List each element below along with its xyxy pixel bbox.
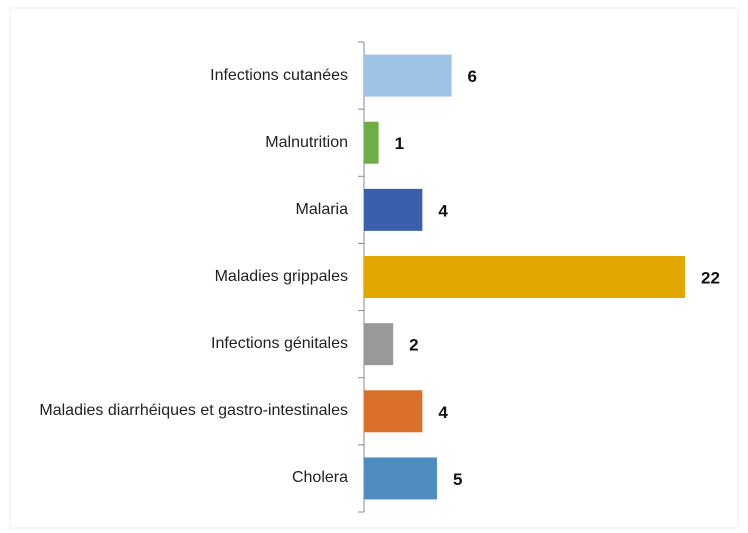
data-label: 22 (701, 268, 720, 287)
y-tick-label-box: Infections génitales (8, 314, 348, 374)
y-tick-label: Infections génitales (211, 335, 348, 353)
y-tick-label-box: Malnutrition (8, 113, 348, 173)
y-tick-label-box: Maladies grippales (8, 247, 348, 307)
bar (364, 54, 452, 97)
data-label: 2 (409, 336, 418, 355)
chart-border (9, 7, 739, 529)
bar (364, 323, 394, 366)
y-tick-label: Malnutrition (265, 133, 348, 151)
bar (364, 188, 423, 231)
bar (364, 457, 437, 500)
data-label: 1 (395, 134, 404, 153)
data-label: 4 (438, 201, 448, 220)
bar (364, 121, 379, 164)
bar (364, 390, 423, 433)
y-tick-label-box: Maladies diarrhéiques et gastro-intestin… (8, 381, 348, 441)
y-tick-label: Maladies grippales (214, 268, 348, 285)
y-tick-label-box: Cholera (8, 448, 348, 508)
data-label: 6 (468, 67, 477, 86)
y-tick-label: Malaria (295, 200, 348, 218)
y-tick-label-box: Malaria (8, 180, 348, 240)
y-tick-label: Maladies diarrhéiques et gastro-intestin… (39, 402, 348, 420)
data-label: 5 (453, 470, 462, 489)
bar (364, 256, 685, 298)
y-tick-label-box: Infections cutanées (8, 46, 348, 106)
y-tick-label: Cholera (291, 469, 348, 487)
y-tick-label: Infections cutanées (210, 66, 348, 84)
data-label: 4 (438, 403, 448, 422)
